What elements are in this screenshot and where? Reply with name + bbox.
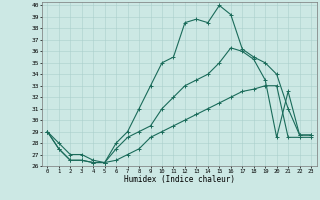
X-axis label: Humidex (Indice chaleur): Humidex (Indice chaleur) (124, 175, 235, 184)
